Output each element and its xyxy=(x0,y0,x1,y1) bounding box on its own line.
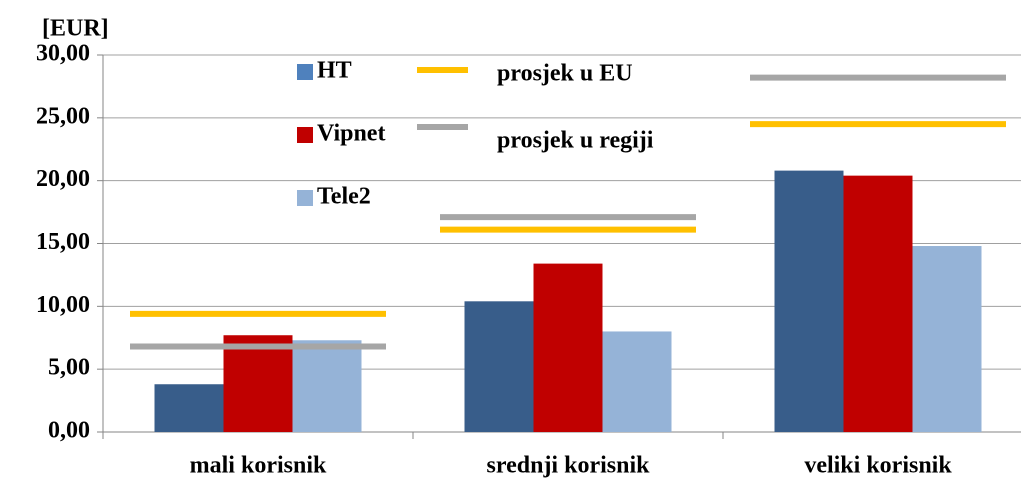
y-tick-label: 20,00 xyxy=(36,166,90,192)
bar xyxy=(843,175,913,432)
y-tick-label: 10,00 xyxy=(36,292,90,318)
y-tick-label: 5,00 xyxy=(48,355,90,381)
x-tick-label: mali korisnik xyxy=(190,453,327,479)
bar xyxy=(464,301,534,432)
bar xyxy=(292,340,362,432)
y-tick-label: 25,00 xyxy=(36,103,90,129)
bar xyxy=(602,331,672,432)
legend-label: HT xyxy=(317,58,352,84)
legend-swatch xyxy=(297,64,313,80)
legend-swatch xyxy=(297,190,313,206)
legend-label: Tele2 xyxy=(317,184,371,210)
y-tick-label: 30,00 xyxy=(36,41,90,67)
x-tick-label: srednji korisnik xyxy=(487,453,651,479)
bar xyxy=(154,384,224,432)
bar xyxy=(912,246,982,432)
x-tick-label: veliki korisnik xyxy=(804,453,952,479)
legend-swatch xyxy=(297,127,313,143)
bar xyxy=(533,263,603,432)
bar xyxy=(774,170,844,432)
y-axis-label: [EUR] xyxy=(42,16,109,42)
bar xyxy=(223,335,293,432)
legend-label: Vipnet xyxy=(317,121,385,147)
legend-label: prosjek u regiji xyxy=(497,128,654,154)
y-tick-label: 0,00 xyxy=(48,418,90,444)
legend-label: prosjek u EU xyxy=(497,61,633,87)
y-tick-label: 15,00 xyxy=(36,229,90,255)
